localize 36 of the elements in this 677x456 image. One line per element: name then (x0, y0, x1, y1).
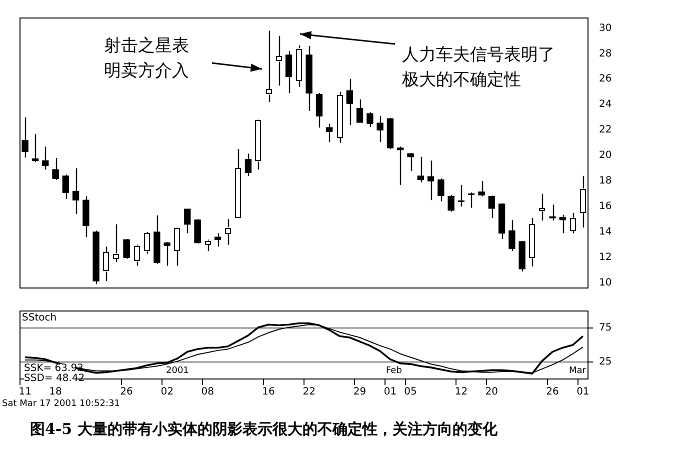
x-tick-label: 16 (262, 386, 275, 398)
x-tick-label: 29 (353, 386, 366, 398)
annotation: Feb (386, 366, 406, 376)
x-tick-label: 01 (384, 386, 397, 398)
caption: 图4-5 大量的带有小实体的阴影表示很大的不确定性，关注方向的变化 (30, 420, 498, 438)
x-tick-label: 26 (546, 386, 559, 398)
y-tick-label: 30 (599, 22, 612, 34)
annotation: Mar (566, 366, 586, 376)
x-tick-label: 12 (454, 386, 468, 398)
x-tick-label: 26 (120, 386, 133, 398)
x-tick-label: 05 (404, 386, 417, 398)
y-tick-label: 12 (599, 252, 612, 264)
y-tick-label: 14 (599, 226, 612, 238)
x-tick-label: 08 (201, 386, 214, 398)
annotation: SSD= 48.42 (24, 373, 85, 384)
y-tick-label: 20 (599, 150, 612, 162)
x-tick-label: 11 (18, 386, 32, 398)
annotation: 射击之星表明卖方介入 (104, 35, 190, 83)
y-tick-label: 24 (599, 99, 612, 110)
x-tick-label: 18 (49, 386, 62, 398)
y-tick-label: 26 (599, 74, 612, 85)
x-tick-label: 22 (302, 386, 316, 398)
text: Sat Mar 17 2001 10:52:31 (2, 399, 121, 410)
y-tick-label: 18 (599, 176, 612, 187)
chart-title: SStoch (22, 312, 57, 324)
y-tick-label: 16 (599, 201, 612, 212)
x-tick-label: 02 (160, 386, 174, 398)
y-tick-label: 28 (599, 48, 612, 60)
y-tick-label: 10 (599, 278, 612, 288)
annotation: 2001 (166, 366, 190, 376)
y-tick-label: 75 (599, 322, 612, 334)
x-tick-label: 01 (576, 386, 590, 398)
y-tick-label: 25 (599, 356, 612, 368)
annotation: 人力车夫信号表明了极大的不确定性 (402, 44, 556, 92)
x-tick-label: 20 (485, 386, 498, 398)
y-tick-label: 22 (599, 124, 612, 136)
